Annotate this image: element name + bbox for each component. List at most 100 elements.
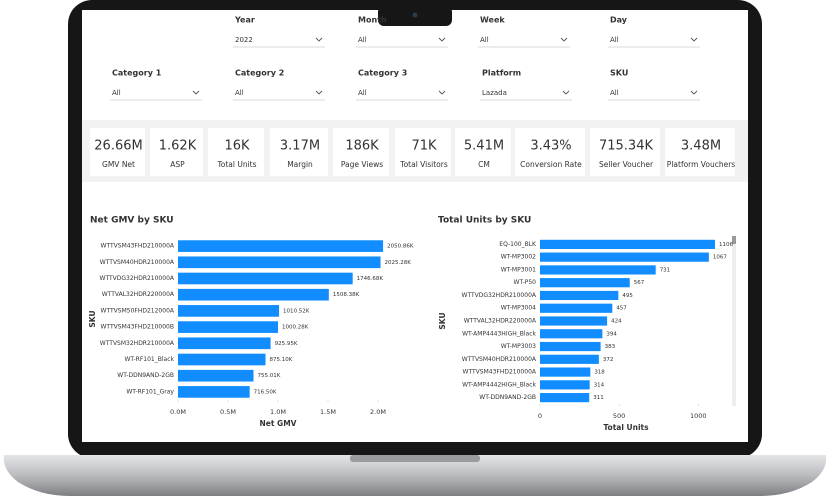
bar bbox=[540, 278, 630, 288]
y-tick-label: WT-MP3001 bbox=[501, 266, 536, 273]
data-label: 1508.38K bbox=[333, 292, 360, 298]
filter-label: SKU bbox=[610, 69, 628, 78]
y-tick-label: WTTVSM43FHD210000A bbox=[101, 243, 175, 250]
dropdown-chevron bbox=[690, 90, 698, 95]
y-tick-label: WT-RF101_Gray bbox=[126, 388, 174, 395]
data-label: 925.95K bbox=[275, 341, 298, 347]
kpi-label: Total Units bbox=[216, 160, 256, 169]
y-tick-label: WTTVSM50FHD212000A bbox=[101, 307, 175, 314]
y-tick-label: WTTVDG32HDR210000A bbox=[100, 275, 175, 282]
kpi-card bbox=[455, 128, 511, 176]
data-label: 383 bbox=[605, 344, 616, 350]
bar bbox=[178, 353, 266, 366]
data-label: 1067 bbox=[713, 255, 727, 261]
kpi-label: Conversion Rate bbox=[520, 160, 582, 169]
filter-label: Category 1 bbox=[112, 69, 162, 78]
bar bbox=[178, 288, 329, 301]
data-label: 495 bbox=[622, 293, 633, 299]
y-tick-label: WT-DDN9AND-2GB bbox=[479, 394, 536, 401]
data-label: 394 bbox=[606, 331, 617, 337]
kpi-card bbox=[270, 128, 328, 176]
bar bbox=[540, 239, 716, 249]
filter-dropdown[interactable] bbox=[480, 85, 572, 99]
kpi-value: 26.66M bbox=[94, 139, 142, 154]
data-label: 2050.86K bbox=[387, 244, 414, 250]
data-label: 457 bbox=[616, 306, 627, 312]
filter-value: All bbox=[610, 89, 619, 97]
filter-value: All bbox=[610, 36, 619, 44]
x-tick-label: 0.0M bbox=[170, 408, 186, 416]
kpi-value: 5.41M bbox=[464, 139, 504, 154]
y-tick-label: WT-AMP4443HIGH_Black bbox=[462, 330, 536, 337]
kpi-value: 715.34K bbox=[599, 139, 653, 154]
data-label: 372 bbox=[603, 357, 614, 363]
x-tick-label: 1000 bbox=[690, 412, 707, 420]
filter-dropdown[interactable] bbox=[608, 85, 700, 99]
data-label: 1746.68K bbox=[357, 276, 384, 282]
y-tick-label: WT-MP3002 bbox=[501, 254, 536, 261]
y-axis-label: SKU bbox=[438, 312, 447, 329]
kpi-card bbox=[150, 128, 203, 176]
trackpad-notch bbox=[350, 455, 480, 462]
scrollbar bbox=[732, 236, 736, 406]
data-label: 2025.28K bbox=[385, 260, 412, 266]
bar bbox=[178, 256, 381, 269]
kpi-value: 3.48M bbox=[681, 139, 721, 154]
data-label: 731 bbox=[660, 267, 671, 273]
y-tick-label: WTTVAL32HDR220000A bbox=[102, 291, 175, 298]
chart-title: Net GMV by SKU bbox=[90, 216, 174, 226]
filter-label: Platform bbox=[482, 69, 521, 78]
filter-dropdown[interactable] bbox=[356, 32, 448, 46]
bar bbox=[540, 329, 603, 339]
bar bbox=[178, 240, 384, 252]
filter-dropdown[interactable] bbox=[608, 32, 700, 46]
filter-dropdown[interactable] bbox=[478, 32, 570, 46]
y-tick-label: WT-AMP4442HIGH_Black bbox=[462, 381, 536, 388]
data-label: 311 bbox=[593, 395, 604, 401]
bar bbox=[178, 369, 254, 382]
dropdown-chevron bbox=[438, 37, 446, 42]
kpi-card bbox=[665, 128, 735, 176]
y-tick-label: WT-DDN9AND-2GB bbox=[117, 372, 174, 379]
filter-dropdown[interactable] bbox=[233, 32, 325, 46]
bar bbox=[540, 252, 709, 262]
bar bbox=[178, 386, 250, 398]
data-label: 1106 bbox=[719, 242, 733, 248]
filter-label: Category 3 bbox=[358, 69, 407, 78]
bar bbox=[540, 316, 608, 326]
kpi-label: CM bbox=[478, 160, 490, 169]
chart-title: Total Units by SKU bbox=[438, 216, 531, 226]
filter-label: Year bbox=[234, 16, 255, 25]
filter-dropdown[interactable] bbox=[233, 85, 325, 99]
data-label: 318 bbox=[594, 370, 605, 376]
scroll-thumb[interactable] bbox=[732, 236, 736, 244]
laptop-base bbox=[3, 455, 827, 496]
bar bbox=[540, 367, 591, 377]
bar bbox=[178, 321, 279, 333]
filter-dropdown[interactable] bbox=[110, 85, 202, 99]
bar bbox=[540, 341, 601, 352]
y-tick-label: WTTVSM32HDR210000A bbox=[100, 340, 175, 347]
y-tick-label: WT-MP3004 bbox=[501, 305, 536, 312]
dropdown-chevron bbox=[562, 90, 570, 95]
data-label: 1000.28K bbox=[282, 325, 309, 331]
kpi-label: Total Visitors bbox=[399, 160, 448, 169]
x-tick-label: 2.0M bbox=[370, 408, 386, 416]
kpi-value: 71K bbox=[411, 139, 437, 154]
camera bbox=[412, 12, 418, 18]
filter-dropdown[interactable] bbox=[356, 85, 448, 99]
bar bbox=[178, 337, 271, 350]
kpi-card bbox=[90, 128, 145, 176]
dropdown-chevron bbox=[315, 37, 323, 42]
filter-value: 2022 bbox=[235, 36, 253, 44]
data-label: 424 bbox=[611, 319, 622, 325]
filter-value: All bbox=[358, 36, 367, 44]
bar bbox=[540, 380, 590, 390]
y-tick-label: WT-P50 bbox=[514, 279, 537, 286]
filter-value: Lazada bbox=[482, 89, 507, 97]
kpi-card bbox=[208, 128, 264, 176]
x-axis-label: Net GMV bbox=[260, 419, 297, 428]
x-tick-label: 500 bbox=[613, 412, 625, 420]
filter-value: All bbox=[235, 89, 244, 97]
